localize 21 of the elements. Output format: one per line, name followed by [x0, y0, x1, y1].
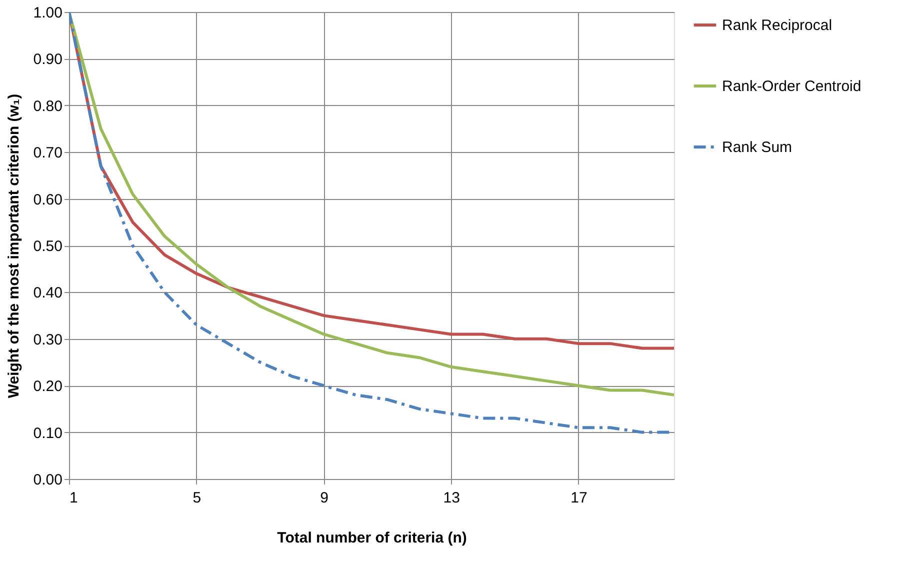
x-tick-label: 9	[320, 490, 328, 506]
x-axis-title: Total number of criteria (n)	[277, 530, 467, 546]
y-tick-label: 0.50	[33, 238, 62, 255]
legend-label: Rank-Order Centroid	[722, 78, 862, 95]
x-tick-label: 1	[70, 490, 78, 506]
x-tick-label: 13	[443, 490, 460, 506]
y-tick-label: 0.60	[33, 191, 62, 208]
y-tick-label: 0.70	[33, 144, 62, 162]
y-tick-label: 0.20	[33, 378, 62, 396]
legend-label: Rank Sum	[722, 139, 792, 156]
y-tick-label: 0.00	[33, 472, 62, 488]
y-tick-label: 0.80	[33, 98, 62, 115]
y-tick-label: 0.40	[33, 284, 62, 302]
y-tick-label: 0.30	[33, 331, 62, 348]
y-tick-label: 0.90	[33, 51, 62, 68]
x-tick-label: 5	[192, 490, 202, 506]
y-tick-label: 1.00	[33, 4, 62, 22]
y-tick-label: 0.10	[33, 424, 62, 442]
y-axis-title: Weight of the most important criterion (w₁)	[5, 94, 22, 398]
x-tick-label: 17	[570, 490, 588, 506]
legend-label: Rank Reciprocal	[722, 17, 832, 34]
